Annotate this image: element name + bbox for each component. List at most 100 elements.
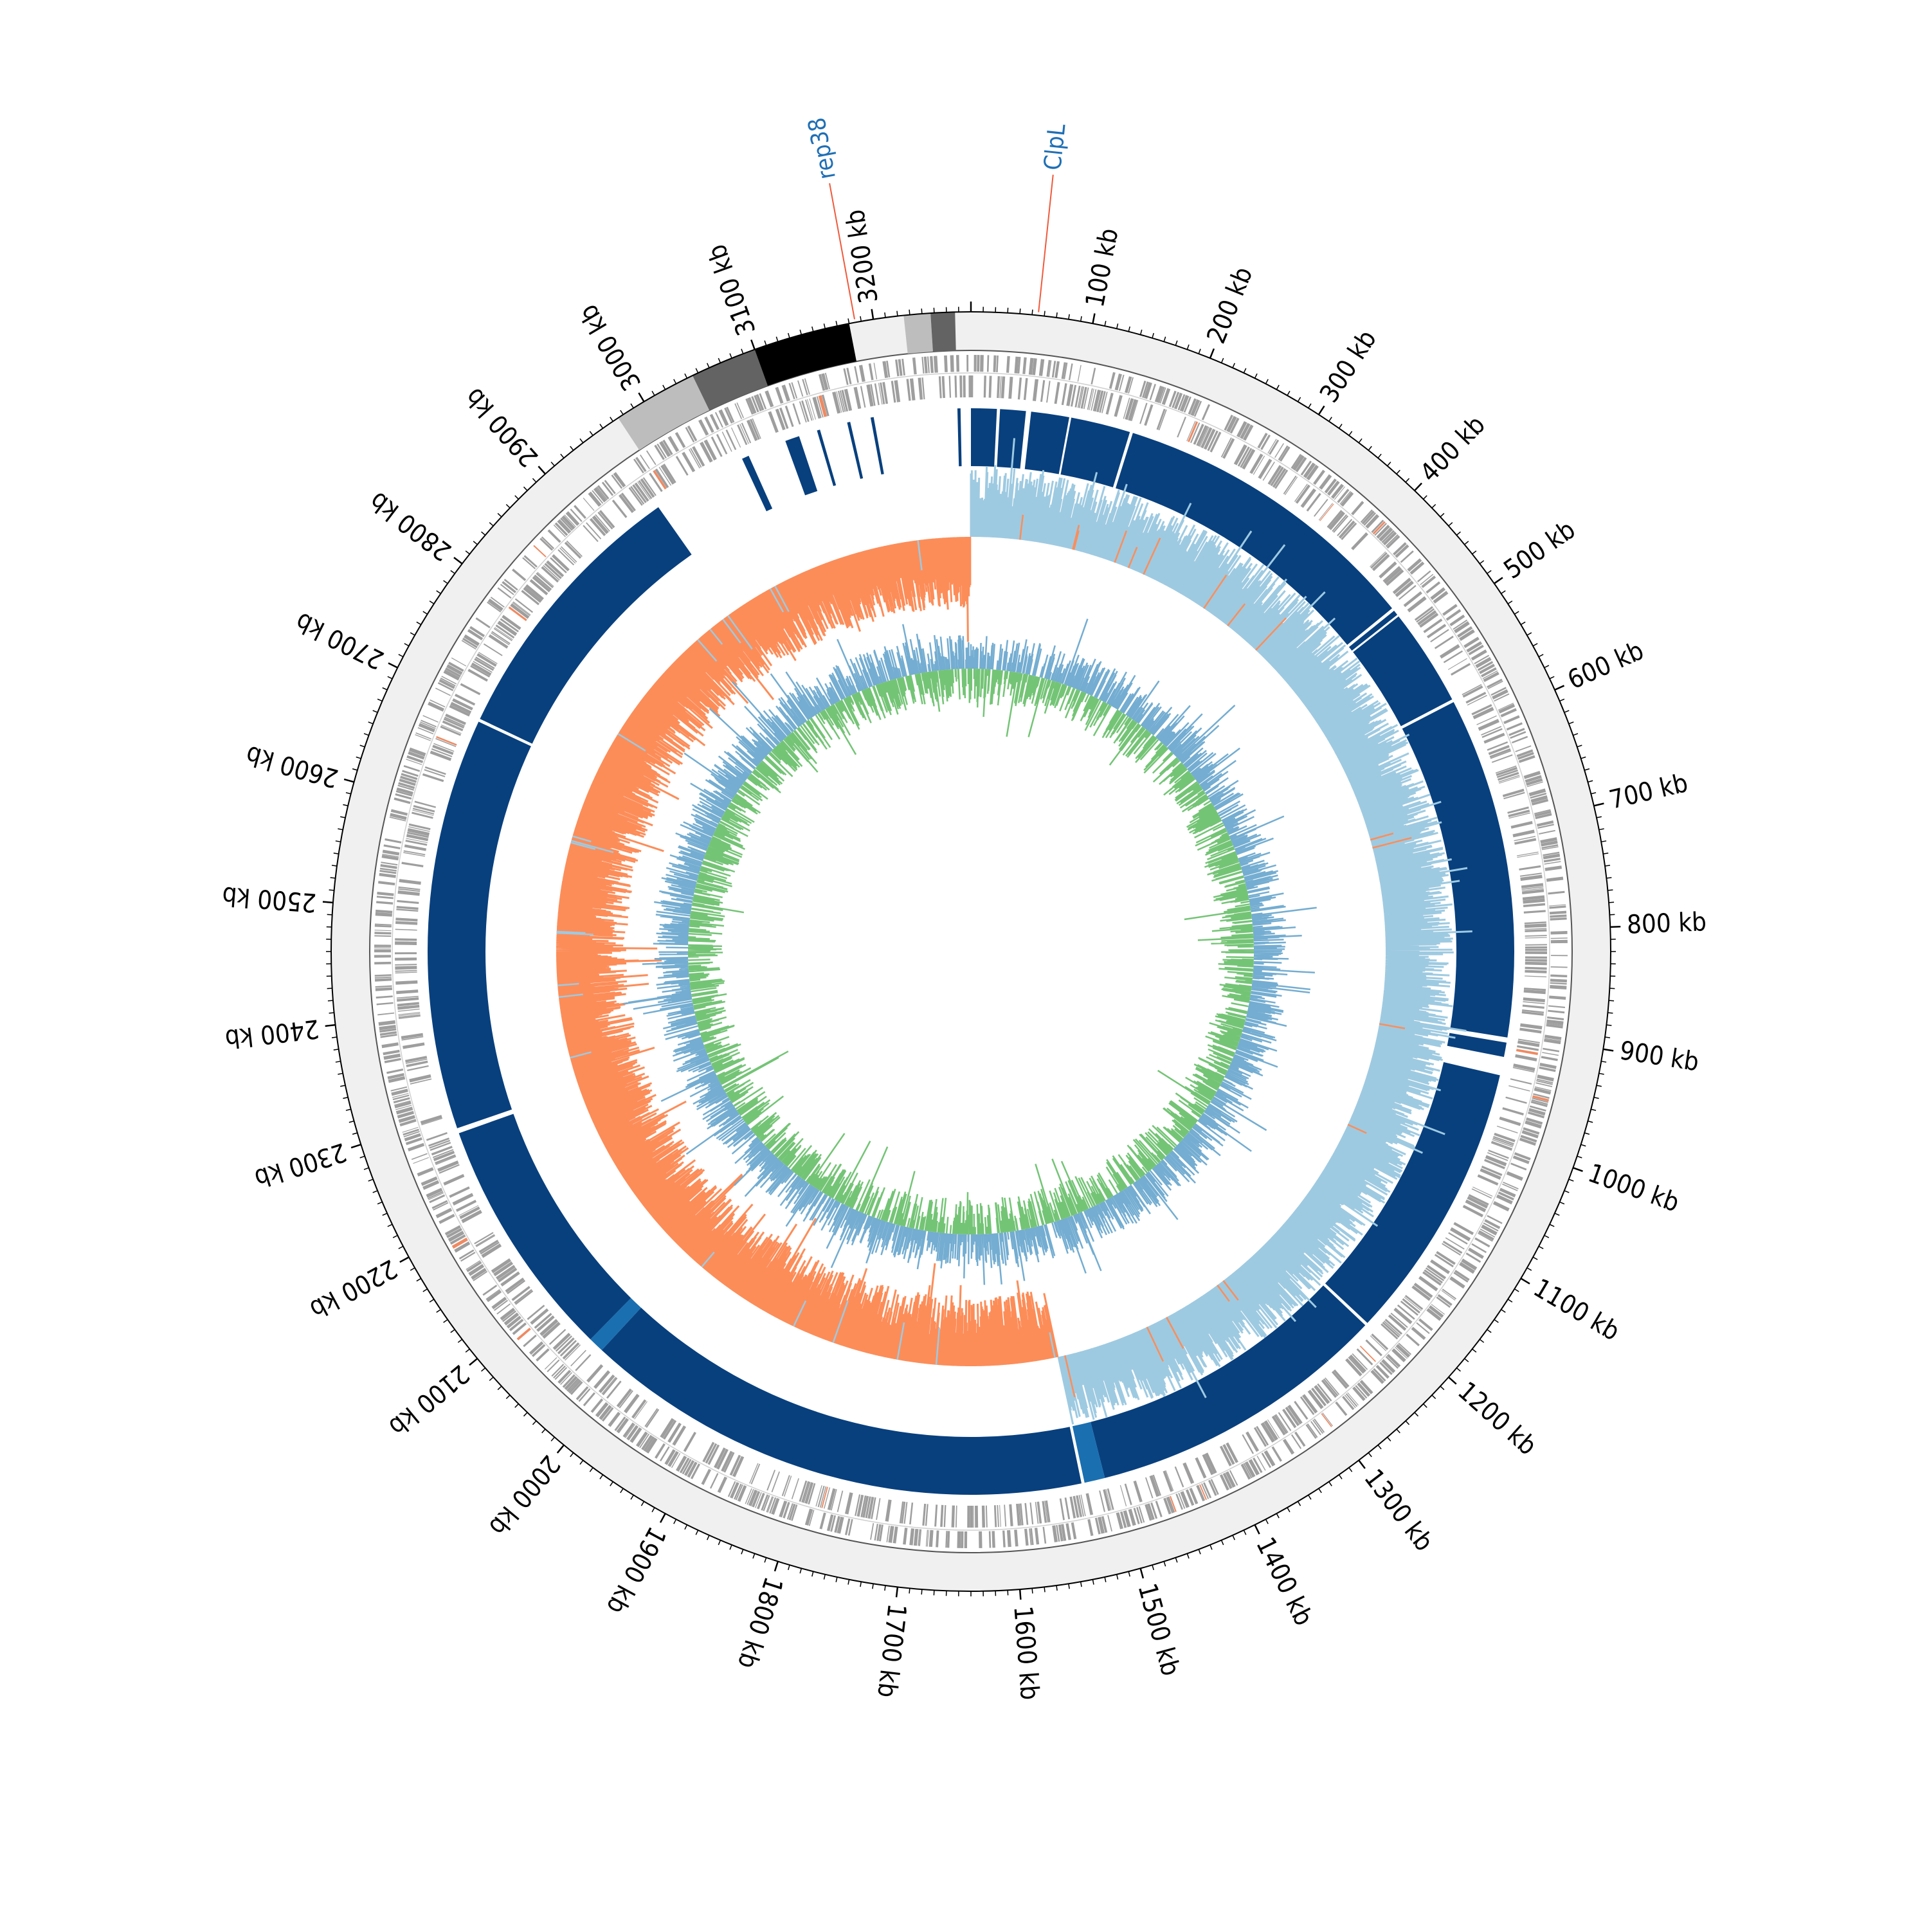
gene-box <box>986 1506 988 1528</box>
minor-tick <box>1044 311 1045 316</box>
minor-tick <box>349 1121 354 1123</box>
gene-box <box>1523 903 1545 907</box>
gene-box <box>1319 503 1333 520</box>
minor-tick <box>542 1429 545 1433</box>
gene-box <box>1024 1503 1028 1525</box>
tick-label: 1400 kb <box>1250 1533 1318 1630</box>
gene-box <box>716 434 727 455</box>
minor-tick <box>1152 1565 1154 1570</box>
minor-tick <box>410 633 415 635</box>
gene-box <box>1550 979 1567 982</box>
tick-label: 300 kb <box>1314 325 1382 408</box>
gene-box <box>1177 417 1186 437</box>
gene-box <box>1525 946 1547 948</box>
major-tick <box>538 466 545 474</box>
minor-tick <box>1544 665 1549 668</box>
gene-box <box>1547 1016 1564 1020</box>
tick-label: 1600 kb <box>1008 1605 1044 1701</box>
minor-tick <box>388 676 392 678</box>
gene-box <box>1069 363 1073 380</box>
minor-tick <box>399 1247 403 1249</box>
tick-label: 100 kb <box>1080 226 1125 309</box>
tick-label: 1300 kb <box>1358 1464 1439 1557</box>
major-tick <box>1141 1568 1143 1578</box>
minor-tick <box>620 410 623 415</box>
gene-box <box>408 1143 424 1151</box>
gene-box <box>396 989 418 994</box>
gene-box <box>982 1506 985 1528</box>
gene-box <box>936 1530 939 1547</box>
minor-tick <box>1092 1580 1094 1585</box>
minor-tick <box>334 853 339 854</box>
minor-tick <box>848 318 849 323</box>
minor-tick <box>523 1413 527 1416</box>
gene-box <box>934 1504 937 1526</box>
gene-box <box>768 411 778 433</box>
gene-box <box>974 355 977 372</box>
minor-tick <box>444 581 448 584</box>
minor-tick <box>1432 1395 1436 1399</box>
major-tick <box>1092 313 1094 323</box>
gene-box <box>574 505 586 519</box>
minor-tick <box>373 1191 377 1193</box>
gene-box <box>1065 1497 1071 1519</box>
gene-box <box>1091 368 1096 384</box>
minor-tick <box>1588 1121 1593 1123</box>
gene-box <box>512 568 526 581</box>
gene-box <box>385 838 401 844</box>
minor-tick <box>332 865 337 866</box>
gene-box <box>455 694 475 706</box>
gene-box <box>1018 377 1022 399</box>
gene-box <box>401 862 423 867</box>
gene-box <box>374 949 391 952</box>
minor-tick <box>610 417 613 422</box>
minor-tick <box>1406 1421 1409 1425</box>
gene-box <box>395 921 417 925</box>
major-tick <box>1594 804 1604 806</box>
minor-tick <box>336 1061 341 1062</box>
major-tick <box>1521 1278 1530 1283</box>
gene-box <box>417 1167 434 1176</box>
minor-tick <box>561 454 564 458</box>
gene-box <box>885 1499 892 1521</box>
gene-box <box>1522 889 1544 894</box>
minor-tick <box>1359 438 1362 442</box>
minor-tick <box>1514 1289 1519 1292</box>
minor-tick <box>1605 865 1610 866</box>
minor-tick <box>590 431 593 435</box>
gene-box <box>1525 962 1547 965</box>
gene-box <box>435 688 451 696</box>
gene-box <box>1046 381 1051 402</box>
minor-tick <box>1508 601 1512 604</box>
minor-tick <box>410 1268 415 1270</box>
minor-tick <box>482 532 485 535</box>
minor-tick <box>631 404 633 408</box>
gene-box <box>1039 359 1044 375</box>
minor-tick <box>473 541 477 545</box>
minor-tick <box>332 1037 337 1038</box>
gene-box <box>1322 1413 1333 1426</box>
gene-box <box>997 376 1000 398</box>
minor-tick <box>1349 431 1352 435</box>
gene-box <box>1514 838 1536 845</box>
minor-tick <box>1544 1236 1549 1238</box>
minor-tick <box>343 1097 348 1099</box>
minor-tick <box>1591 1109 1596 1110</box>
gene-box <box>1175 1467 1184 1487</box>
minor-tick <box>788 1565 790 1570</box>
minor-tick <box>1081 316 1082 321</box>
minor-tick <box>451 1330 455 1333</box>
minor-tick <box>1501 1310 1506 1312</box>
gene-box <box>395 966 417 970</box>
minor-tick <box>373 710 377 712</box>
minor-tick <box>921 309 922 314</box>
gene-box <box>1443 1241 1463 1254</box>
gene-box <box>1472 1187 1492 1196</box>
minor-tick <box>909 310 910 315</box>
minor-tick <box>1609 902 1614 903</box>
gene-box <box>1440 644 1460 659</box>
gene-box <box>1525 949 1547 951</box>
gene-box <box>1332 1371 1348 1389</box>
minor-tick <box>620 1488 623 1493</box>
minor-tick <box>707 1535 709 1540</box>
